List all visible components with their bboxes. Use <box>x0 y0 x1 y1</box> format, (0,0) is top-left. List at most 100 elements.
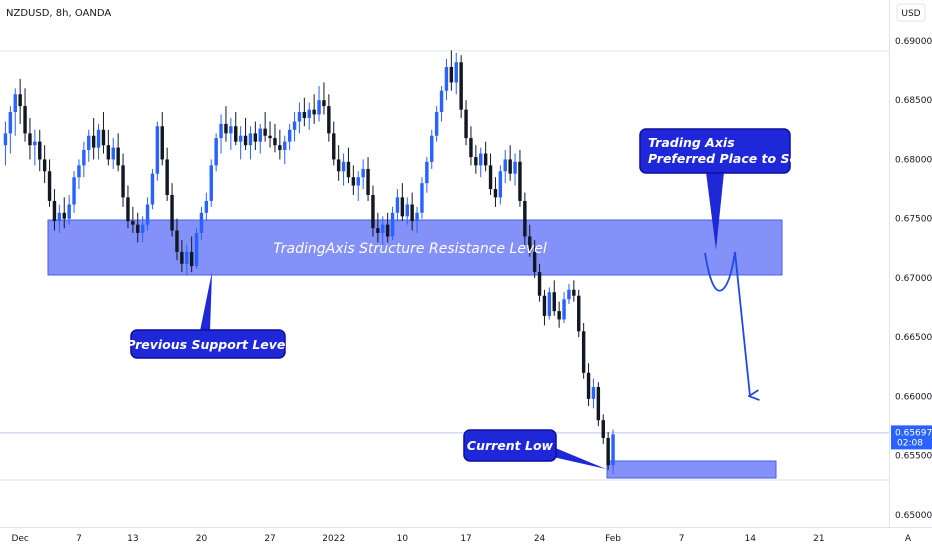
auto-scale-button[interactable]: A <box>905 534 912 544</box>
candle-body <box>400 197 405 217</box>
candle-body <box>47 171 52 201</box>
candle-body <box>131 221 135 225</box>
candle-body <box>224 123 228 134</box>
candle-body <box>273 138 277 146</box>
candle-body <box>307 109 311 118</box>
candle-body <box>111 147 115 160</box>
candle-body <box>189 251 194 267</box>
candle-body <box>439 90 444 113</box>
price-tick-label: 0.68000 <box>895 155 932 165</box>
candle-body <box>601 420 605 438</box>
candle-body <box>327 106 331 134</box>
candle-body <box>67 204 71 219</box>
price-tick-label: 0.65000 <box>895 511 932 521</box>
candle-body <box>87 135 91 150</box>
candle-body <box>106 145 111 160</box>
current-low-zone[interactable] <box>606 460 777 479</box>
candle-body <box>420 183 424 213</box>
candle-body <box>547 292 552 316</box>
candle-body <box>557 311 561 320</box>
candle-body <box>523 200 527 237</box>
candle-body <box>469 138 473 158</box>
candle-body <box>577 295 581 332</box>
candle-body <box>332 133 336 160</box>
candle-body <box>214 138 218 166</box>
callout-sell[interactable]: Trading Axis Preferred Place to Sell <box>639 128 807 250</box>
resistance-zone[interactable] <box>47 219 783 276</box>
candle-body <box>381 224 385 233</box>
candle-body <box>430 135 434 162</box>
callout-low[interactable]: Current Low <box>463 429 606 469</box>
candle-body <box>459 62 463 110</box>
current-price-value: 0.65697 <box>895 428 932 438</box>
candle-body <box>33 141 37 146</box>
candle-body <box>145 204 150 225</box>
time-tick-label: 24 <box>534 534 546 544</box>
candle-body <box>567 289 571 300</box>
callout-support-label: Previous Support Level <box>126 337 290 352</box>
candle-body <box>444 67 449 91</box>
candle-body <box>185 251 189 264</box>
candle-body <box>518 161 522 201</box>
projection-arrow[interactable] <box>704 251 750 396</box>
candle-body <box>91 135 96 148</box>
candle-body <box>410 204 414 222</box>
candle-body <box>234 126 238 142</box>
candle-body <box>503 159 507 172</box>
candle-body <box>287 129 292 142</box>
candle-body <box>405 204 409 217</box>
symbol-title: NZDUSD, 8h, OANDA <box>6 8 111 19</box>
candle-body <box>572 289 576 296</box>
candle-body <box>199 212 204 233</box>
candle-body <box>180 251 184 264</box>
candle-body <box>292 121 297 130</box>
candle-body <box>243 135 248 146</box>
time-tick-label: 21 <box>813 534 824 544</box>
price-tick-label: 0.65500 <box>895 452 932 462</box>
callout-sell-line2: Preferred Place to Sell <box>648 151 807 166</box>
callout-support-pointer <box>200 272 212 331</box>
candle-body <box>278 145 282 150</box>
candle-body <box>493 189 498 198</box>
candle-body <box>52 200 57 222</box>
price-tick-label: 0.68500 <box>895 96 932 106</box>
candle-body <box>395 197 400 213</box>
resistance-zone-label: TradingAxis Structure Resistance Level <box>273 241 547 257</box>
candle-body <box>204 200 209 213</box>
candle-body <box>581 331 586 373</box>
time-tick-label: 2022 <box>322 534 345 544</box>
candle-body <box>366 168 370 195</box>
currency-button[interactable] <box>896 3 926 22</box>
price-tick-label: 0.67500 <box>895 215 932 225</box>
candle-body <box>606 437 610 466</box>
time-tick-label: 20 <box>196 534 208 544</box>
candle-body <box>376 228 380 233</box>
time-axis[interactable]: Dec 7 13 20 27 2022 10 17 24 Feb 7 14 21 <box>11 534 824 544</box>
candle-body <box>38 141 42 160</box>
callout-support[interactable]: Previous Support Level <box>126 272 290 359</box>
candle-body <box>474 157 478 166</box>
bar-countdown: 02:08 <box>897 438 923 448</box>
candle-body <box>42 159 47 172</box>
candle-body <box>537 272 542 296</box>
candle-body <box>488 165 493 190</box>
candle-body <box>140 224 145 233</box>
candle-body <box>302 112 307 118</box>
time-tick-label: 13 <box>127 534 138 544</box>
price-axis[interactable]: 0.69000 0.68500 0.68000 0.67500 0.67000 0.665… <box>895 37 932 521</box>
candle-body <box>498 171 503 198</box>
candle-body <box>586 372 591 399</box>
callout-sell-line1: Trading Axis <box>648 135 735 150</box>
candle-body <box>13 94 17 113</box>
candle-body <box>312 109 316 115</box>
candle-body <box>268 135 272 139</box>
callout-support-box <box>130 329 286 359</box>
candle-body <box>150 173 155 205</box>
candle-body <box>283 141 287 150</box>
candle-body <box>253 133 258 142</box>
candle-body <box>263 128 267 136</box>
candle-body <box>322 100 326 107</box>
callout-sell-pointer <box>706 172 724 250</box>
candle-body <box>454 62 458 83</box>
